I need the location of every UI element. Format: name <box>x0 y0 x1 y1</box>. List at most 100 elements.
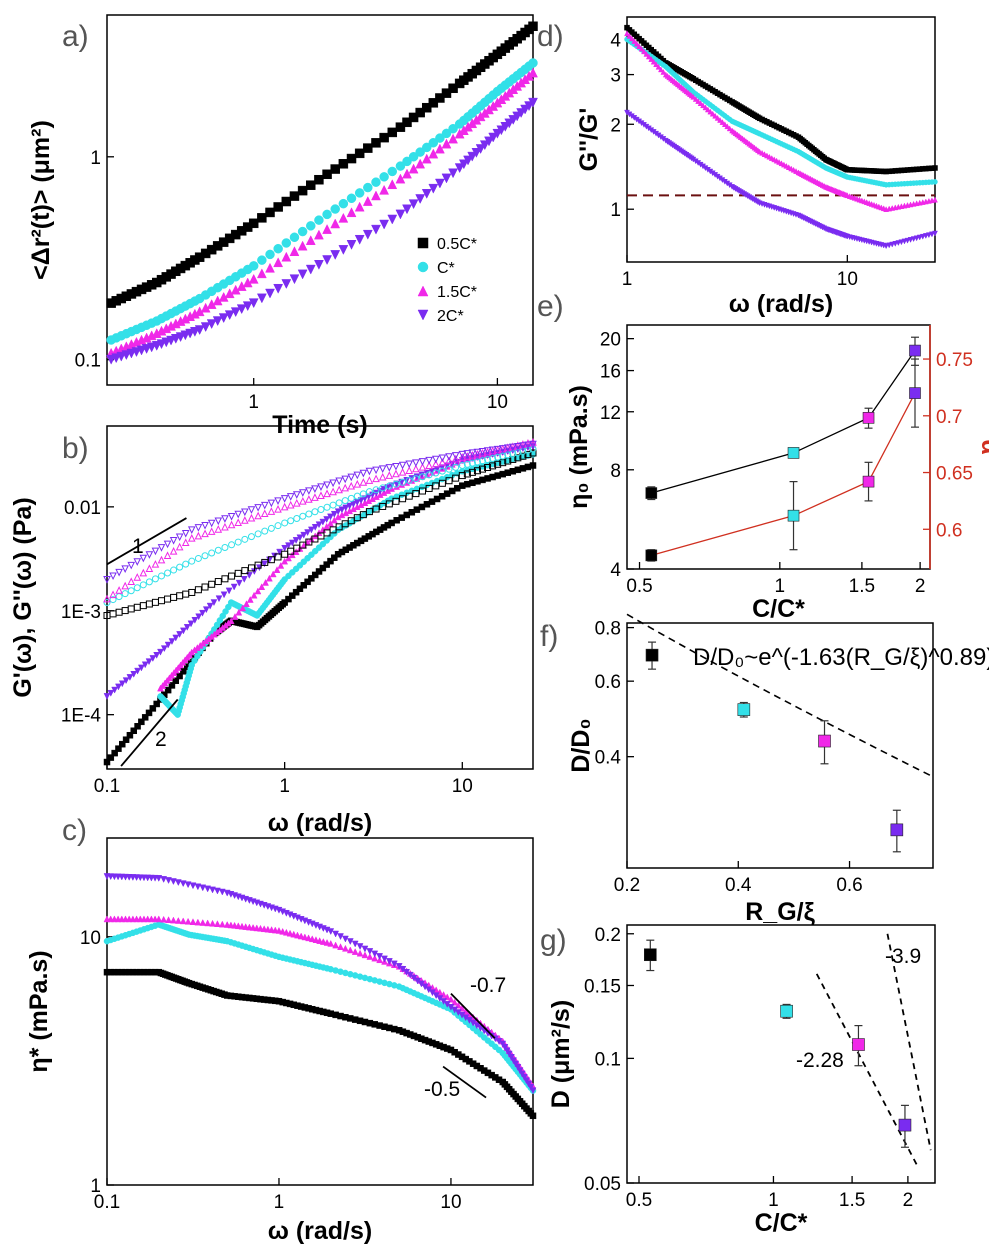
data-point <box>187 534 196 542</box>
data-point <box>182 590 190 598</box>
plot-frame <box>106 837 534 1186</box>
data-point <box>353 492 361 500</box>
data-point <box>214 887 221 895</box>
data-point <box>214 525 223 533</box>
panel-b: 0.1 1 10 1E-4 1E-3 0.01 ω (rad/s) G'(ω), G''(ω)… <box>9 425 537 837</box>
fit-curve <box>626 613 934 778</box>
eta-point <box>862 412 875 424</box>
data-point <box>151 598 159 606</box>
data-point <box>330 218 341 229</box>
data-point <box>468 449 477 458</box>
data-point <box>191 616 199 624</box>
y-tick-label: 1E-3 <box>61 602 101 623</box>
data-point <box>285 542 292 550</box>
fit-equation: D/D₀~e^(-1.63(R_G/ξ)^0.89) <box>693 644 989 671</box>
data-point <box>176 563 184 571</box>
data-point <box>447 995 455 1003</box>
data-point <box>145 600 153 608</box>
data-point <box>137 664 145 672</box>
data-point <box>385 464 394 472</box>
slope-line <box>450 993 496 1039</box>
data-point <box>311 508 319 516</box>
data-point <box>428 98 439 108</box>
data-point <box>168 638 176 646</box>
data-point <box>516 1067 524 1075</box>
data-point <box>103 599 111 607</box>
data-point <box>514 1064 522 1071</box>
y-axis-label: η* (mPa.s) <box>25 950 53 1072</box>
data-point <box>121 590 129 598</box>
data-point <box>387 166 398 177</box>
data-point <box>248 261 259 271</box>
data-point <box>121 565 129 573</box>
x-tick-label: 0.5 <box>626 576 652 597</box>
data-point <box>111 686 119 694</box>
data-point <box>628 35 635 42</box>
data-point <box>398 467 407 476</box>
data-point <box>507 1054 515 1061</box>
data-point <box>176 592 184 600</box>
panel-label: d) <box>537 20 564 53</box>
data-point <box>292 491 301 499</box>
data-point <box>299 497 307 505</box>
x-axis-label: C/C* <box>752 595 805 623</box>
data-point <box>408 151 419 162</box>
data-point <box>371 190 381 201</box>
data-point <box>308 935 316 943</box>
data-point <box>898 1118 912 1132</box>
data-point <box>354 201 365 212</box>
data-point <box>299 489 307 497</box>
y-tick-label: 4 <box>610 30 621 51</box>
data-point <box>273 243 283 254</box>
data-point <box>379 502 387 510</box>
data-point <box>314 229 324 240</box>
data-point <box>221 522 229 531</box>
data-point <box>641 48 647 55</box>
x-tick-label: 2 <box>903 1190 914 1211</box>
data-point <box>256 293 267 304</box>
data-point <box>115 683 122 691</box>
data-point <box>527 1084 535 1091</box>
data-point <box>700 102 706 109</box>
data-point <box>421 102 432 113</box>
data-point <box>201 552 209 560</box>
data-point <box>218 313 229 324</box>
data-point <box>170 566 178 574</box>
data-point <box>281 279 292 289</box>
data-point <box>214 546 222 554</box>
data-point <box>346 153 357 164</box>
data-point <box>248 218 259 229</box>
data-point <box>109 610 117 618</box>
data-point <box>235 608 243 616</box>
data-point <box>165 877 172 884</box>
data-point <box>473 448 482 457</box>
data-point <box>227 513 236 521</box>
data-point <box>269 570 277 578</box>
data-point <box>408 112 419 123</box>
data-point <box>170 916 177 924</box>
data-point <box>109 590 117 599</box>
data-point <box>392 480 400 488</box>
data-point <box>279 927 287 935</box>
y-tick-label: 1 <box>610 200 621 221</box>
data-point <box>274 522 282 530</box>
data-point <box>182 560 190 568</box>
data-point <box>650 58 657 65</box>
data-point <box>372 486 380 494</box>
data-point <box>529 1112 537 1120</box>
data-point <box>362 229 373 240</box>
data-point <box>510 1057 517 1065</box>
alpha-point <box>787 509 800 522</box>
data-point <box>155 875 163 882</box>
data-point <box>260 509 269 518</box>
data-point <box>514 442 522 451</box>
data-point <box>932 196 938 203</box>
data-point <box>425 461 433 470</box>
x-tick-label: 1.5 <box>839 1190 865 1211</box>
data-point <box>379 172 389 182</box>
data-point <box>421 153 432 164</box>
data-point <box>402 204 412 215</box>
data-point <box>247 564 255 572</box>
data-point <box>254 530 262 538</box>
data-point <box>441 88 452 98</box>
